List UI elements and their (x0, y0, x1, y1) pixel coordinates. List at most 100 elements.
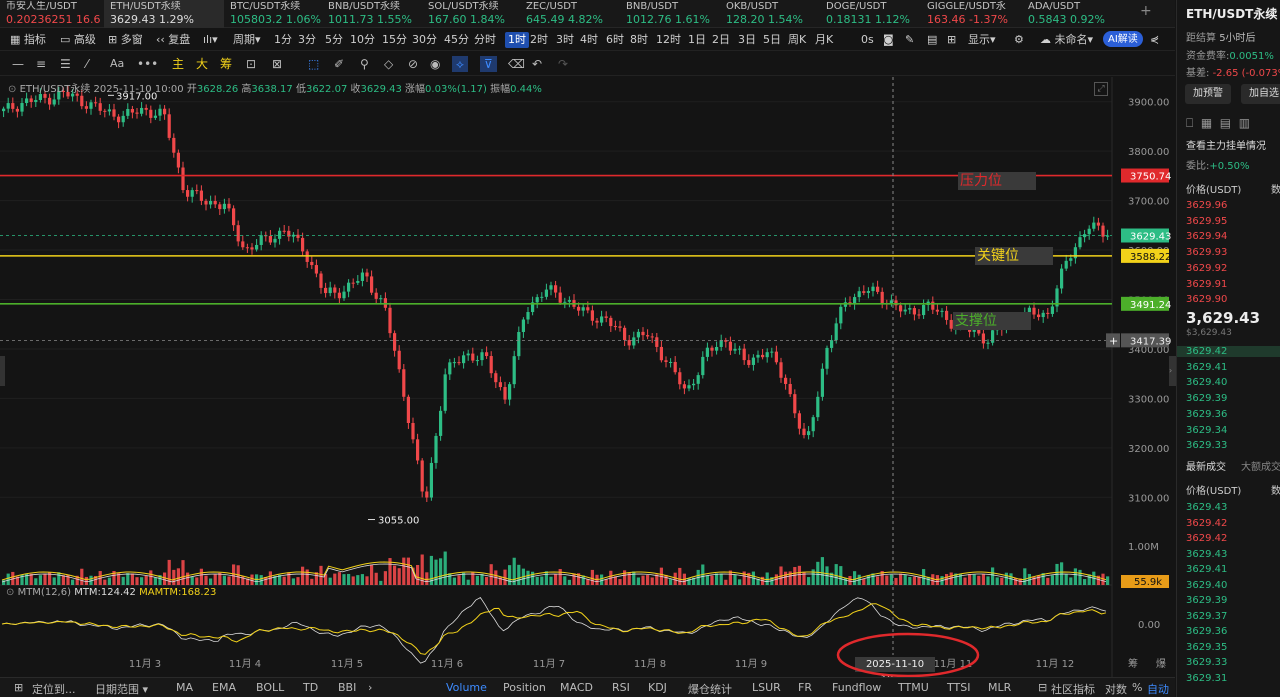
share-icon[interactable]: ⋞ (1150, 33, 1160, 46)
undo-icon[interactable]: ↶ (532, 57, 543, 71)
interval-14[interactable]: 12时 (656, 33, 681, 46)
community-icon[interactable]: ⊟ (1038, 681, 1048, 694)
big-order-button[interactable]: 大 (196, 57, 209, 71)
percent-scale-button[interactable]: % (1132, 681, 1143, 694)
interval-19[interactable]: 周K (788, 33, 807, 46)
bid-price[interactable]: 3629.40 (1186, 377, 1228, 389)
parallel-lines-icon[interactable]: ≡ (36, 57, 47, 71)
advanced-button[interactable]: ▭ 高级 (60, 33, 96, 46)
period-button[interactable]: 周期▾ (233, 33, 261, 46)
bid-price[interactable]: 3629.33 (1186, 440, 1228, 452)
interval-7[interactable]: 分时 (474, 33, 496, 46)
seconds-button[interactable]: 0s (861, 33, 874, 46)
ai-button[interactable]: AI解读 (1103, 31, 1143, 47)
interval-2[interactable]: 5分 (325, 33, 343, 46)
sub-indicator-1[interactable]: Position (503, 681, 546, 694)
add-watchlist-button[interactable]: 加自选 (1241, 84, 1280, 104)
indicator-button[interactable]: ▦ 指标 (10, 33, 46, 46)
sub-indicator-9[interactable]: TTMU (898, 681, 929, 694)
sub-indicator-5[interactable]: 爆仓统计 (688, 683, 732, 696)
ticker-tab[interactable]: ZEC/USDT 645.49 4.82% (520, 0, 620, 28)
more-indicators-icon[interactable]: › (368, 681, 373, 694)
resistance-annotation[interactable]: 压力位 (958, 172, 1036, 190)
trash-icon[interactable]: ⌫ (508, 57, 525, 71)
redo-icon[interactable]: ↷ (558, 57, 569, 71)
interval-4[interactable]: 15分 (382, 33, 407, 46)
interval-20[interactable]: 月K (815, 33, 834, 46)
orderbook-mode-icons[interactable]: ⎕ ▦ ▤ ▥ (1186, 116, 1251, 130)
replay-button[interactable]: ‹‹ 复盘 (156, 33, 191, 46)
eye-icon[interactable]: ◉ (430, 57, 441, 71)
chip-button[interactable]: 筹 (220, 57, 233, 71)
mtm-collapse-icon[interactable]: ⊙ (6, 587, 18, 598)
ask-price[interactable]: 3629.96 (1186, 200, 1228, 211)
interval-15[interactable]: 1日 (688, 33, 706, 46)
sub-indicator-6[interactable]: LSUR (752, 681, 781, 694)
left-collapse-handle[interactable] (0, 356, 5, 386)
grid-icon[interactable]: ⊞ (947, 33, 957, 46)
filter-icon[interactable]: ⊽ (480, 56, 497, 72)
ask-price[interactable]: 3629.95 (1186, 215, 1228, 227)
interval-3[interactable]: 10分 (350, 33, 375, 46)
date-range-button[interactable]: 日期范围 ▾ (95, 683, 149, 696)
fullscreen-icon[interactable]: ⤢ (1094, 82, 1108, 96)
interval-18[interactable]: 5日 (763, 33, 781, 46)
bid-price[interactable]: 3629.34 (1186, 424, 1228, 436)
select-icon[interactable]: ⬚ (308, 57, 320, 71)
sub-indicator-7[interactable]: FR (798, 681, 812, 694)
sub-indicator-2[interactable]: MACD (560, 681, 593, 694)
big-trades-tab[interactable]: 大额成交 (1241, 462, 1280, 473)
link-icon[interactable]: ⚲ (360, 57, 369, 71)
lock-icon[interactable]: ⊠ (272, 57, 283, 71)
trendline-icon[interactable]: ⁄ (86, 57, 89, 71)
support-annotation[interactable]: 支撑位 (953, 312, 1031, 330)
cloud-layout-button[interactable]: ☁ 未命名▾ (1040, 33, 1094, 46)
side-collapse-icon[interactable]: › (1169, 356, 1176, 386)
recent-trades-tab[interactable]: 最新成交 (1186, 462, 1226, 473)
horizontal-line-icon[interactable]: — (12, 57, 24, 71)
ask-price[interactable]: 3629.92 (1186, 262, 1228, 274)
interval-11[interactable]: 4时 (580, 33, 598, 46)
interval-12[interactable]: 6时 (606, 33, 624, 46)
interval-10[interactable]: 3时 (556, 33, 574, 46)
ticker-tab[interactable]: DOGE/USDT 0.18131 1.12% (820, 0, 921, 28)
pen-icon[interactable]: ✎ (905, 33, 915, 46)
auto-scale-button[interactable]: 自动 (1147, 683, 1169, 696)
price-chart-svg[interactable]: 3900.003800.003700.003600.003500.003400.… (0, 77, 1175, 677)
multi-window-button[interactable]: ⊞ 多窗 (108, 33, 143, 46)
settings-icon[interactable]: ⚙ (1014, 33, 1024, 46)
interval-8[interactable]: 1时 (505, 32, 529, 48)
ask-price[interactable]: 3629.90 (1186, 294, 1228, 306)
ticker-tab[interactable]: ADA/USDT 0.5843 0.92% (1022, 0, 1122, 28)
sub-indicator-11[interactable]: MLR (988, 681, 1012, 694)
bid-price[interactable]: 3629.36 (1186, 408, 1228, 420)
bid-price[interactable]: 3629.42 (1177, 346, 1280, 357)
locate-icon[interactable]: ⊞ (14, 681, 24, 694)
watch-big-orders-link[interactable]: 查看主力挂单情况 (1186, 141, 1266, 152)
community-indicator-button[interactable]: 社区指标 (1051, 683, 1095, 696)
magnet-icon[interactable]: ⊡ (246, 57, 257, 71)
sub-indicator-0[interactable]: Volume (446, 681, 487, 694)
chart-area[interactable]: 3900.003800.003700.003600.003500.003400.… (0, 77, 1175, 685)
ticker-tab[interactable]: GIGGLE/USDT永 163.46 -1.37% (921, 0, 1022, 28)
eraser-icon[interactable]: ⊘ (408, 57, 419, 71)
key-level-annotation[interactable]: 关键位 (975, 247, 1053, 265)
sub-indicator-3[interactable]: RSI (612, 681, 630, 694)
crosshair-add-icon[interactable] (1106, 333, 1120, 348)
bid-price[interactable]: 3629.39 (1186, 393, 1228, 405)
display-button[interactable]: 显示▾ (968, 33, 996, 46)
ticker-tab[interactable]: 币安人生/USDT 0.20236251 16.6 (0, 0, 102, 28)
interval-6[interactable]: 45分 (444, 33, 469, 46)
sub-indicator-8[interactable]: Fundflow (832, 681, 882, 694)
interval-5[interactable]: 30分 (412, 33, 437, 46)
add-tab-icon[interactable]: + (1140, 3, 1152, 19)
channel-icon[interactable]: ☰ (60, 57, 71, 71)
interval-17[interactable]: 3日 (738, 33, 756, 46)
text-tool-button[interactable]: Aa (110, 57, 125, 70)
camera-icon[interactable]: ◙ (883, 33, 894, 46)
ask-price[interactable]: 3629.93 (1186, 247, 1228, 259)
sub-indicator-10[interactable]: TTSI (947, 681, 971, 694)
ticker-tab[interactable]: BNB/USDT永续 1011.73 1.55% (322, 0, 422, 28)
interval-13[interactable]: 8时 (630, 33, 648, 46)
log-scale-button[interactable]: 对数 (1105, 683, 1127, 696)
